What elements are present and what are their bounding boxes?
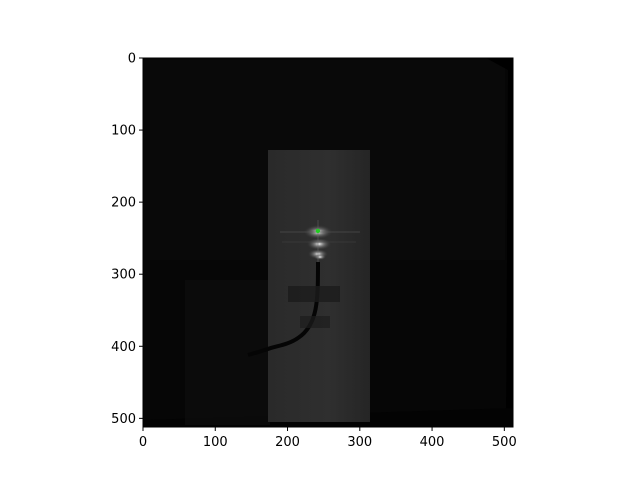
x-tick-label: 400	[420, 435, 445, 450]
cable	[247, 261, 320, 357]
x-tick-label: 0	[139, 435, 147, 450]
y-tick-label: 400	[111, 340, 136, 355]
x-tick-label: 200	[275, 435, 300, 450]
y-tick-label: 0	[128, 52, 136, 67]
x-axis: 0 100 200 300 400 500	[139, 427, 517, 450]
y-tick-label: 500	[111, 412, 136, 427]
image-area	[143, 58, 513, 427]
markers	[315, 228, 321, 234]
x-tick-label: 100	[203, 435, 228, 450]
x-tick-label: 500	[492, 435, 517, 450]
y-tick-label: 100	[111, 124, 136, 139]
x-tick-label: 300	[347, 435, 372, 450]
y-tick-label: 200	[111, 196, 136, 211]
y-axis: 0 100 200 300 400 500	[111, 52, 143, 427]
axes-frame	[142, 57, 514, 428]
y-tick-label: 300	[111, 268, 136, 283]
detection-marker	[315, 228, 321, 234]
